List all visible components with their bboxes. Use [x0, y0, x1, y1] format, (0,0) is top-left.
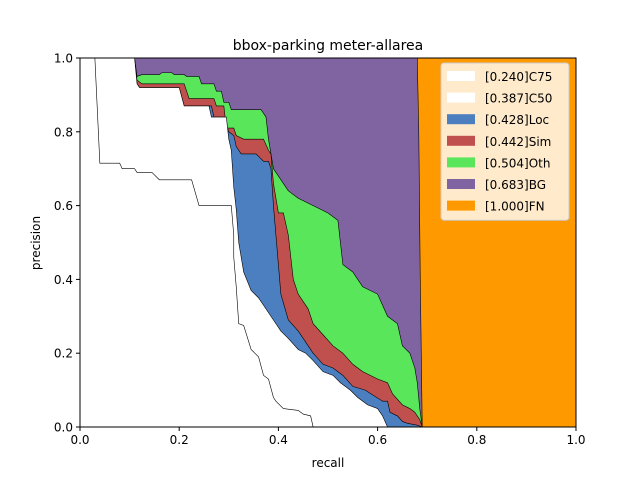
series-line-0 [80, 57, 314, 428]
series-line-4 [80, 57, 423, 428]
legend-swatch-4 [447, 157, 475, 168]
x-tick-label-4: 0.8 [467, 433, 486, 447]
y-tick-label-5: 1.0 [54, 52, 73, 66]
legend-label-5: [0.683]BG [485, 178, 546, 192]
legend-label-4: [0.504]Oth [485, 156, 550, 170]
x-tick-label-3: 0.6 [368, 433, 387, 447]
series-line-3 [80, 57, 423, 428]
legend-label-0: [0.240]C75 [485, 70, 552, 84]
legend-swatch-2 [447, 114, 475, 125]
axes: 0.0 0.2 0.4 0.6 0.8 1.0 0.0 0.2 0.4 0.6 0.8 1.0 [54, 52, 586, 448]
x-tick-label-5: 1.0 [566, 433, 585, 447]
x-tick-label-2: 0.4 [269, 433, 288, 447]
series-line-2 [80, 57, 423, 428]
y-tick-label-2: 0.4 [54, 273, 73, 287]
legend-label-6: [1.000]FN [485, 200, 545, 214]
x-tick-label-1: 0.2 [170, 433, 189, 447]
legend: [0.240]C75 [0.387]C50 [0.428]Loc [0.442]Sim… [440, 62, 570, 221]
legend-label-1: [0.387]C50 [485, 92, 552, 106]
legend-swatch-3 [447, 135, 475, 146]
y-tick-label-4: 0.8 [54, 125, 73, 139]
legend-swatch-1 [447, 92, 475, 103]
y-axis-label: precision [29, 216, 43, 270]
legend-label-3: [0.442]Sim [485, 135, 551, 149]
x-axis-label: recall [312, 456, 345, 470]
y-tick-label-3: 0.6 [54, 199, 73, 213]
series-area-0 [80, 58, 314, 427]
legend-label-2: [0.428]Loc [485, 113, 549, 127]
plot-frame [79, 57, 577, 428]
legend-swatch-0 [447, 71, 475, 81]
plot-area [80, 57, 577, 428]
y-tick-label-0: 0.0 [54, 421, 73, 435]
series-line-1 [80, 57, 388, 428]
legend-swatch-5 [447, 179, 475, 189]
chart-title: bbox-parking meter-allarea [233, 38, 424, 54]
legend-swatch-6 [447, 200, 475, 211]
y-tick-label-1: 0.2 [54, 347, 73, 361]
x-tick-label-0: 0.0 [70, 433, 89, 447]
